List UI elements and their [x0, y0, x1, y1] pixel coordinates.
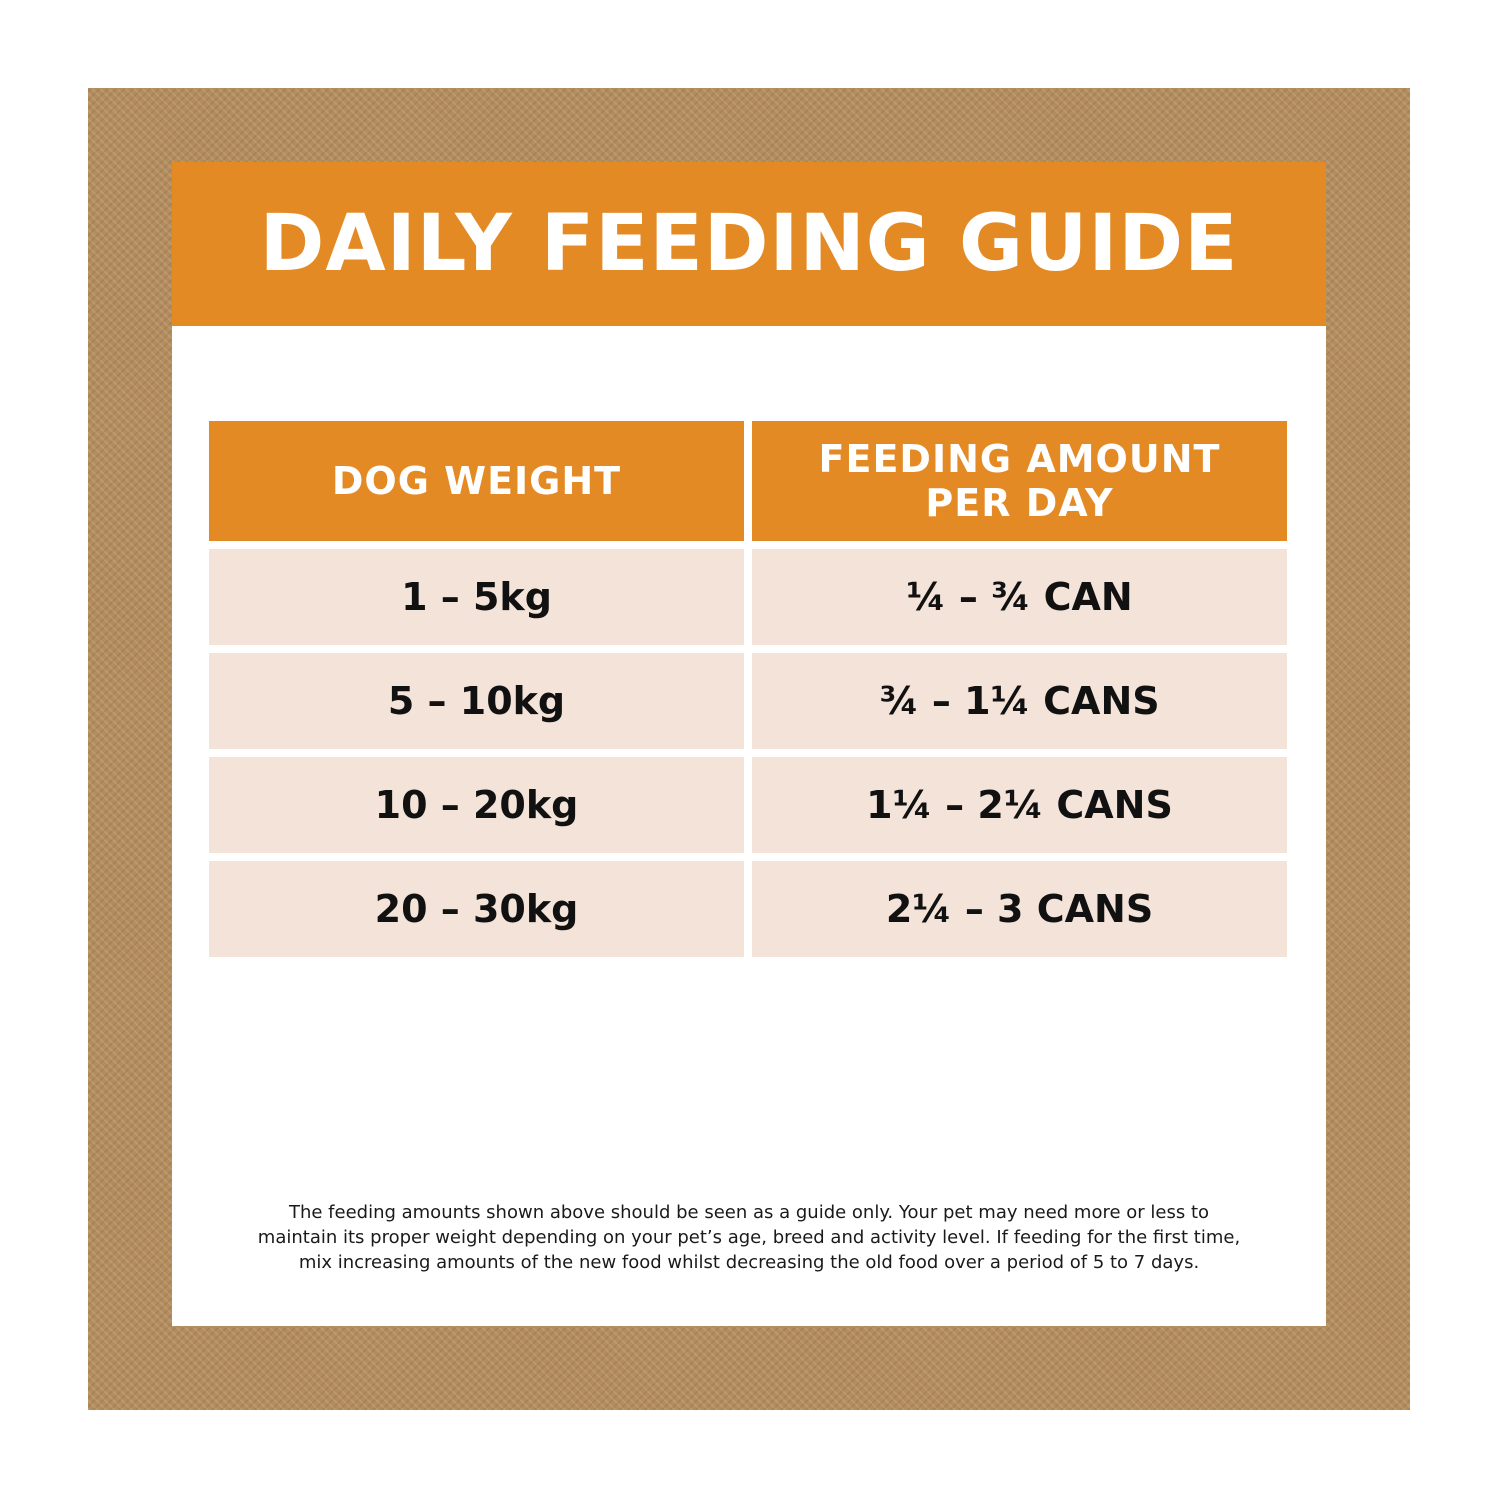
- header-feeding-amount-line2: PER DAY: [925, 481, 1114, 525]
- weight-cell: 20 – 30kg: [209, 861, 744, 957]
- table-row: 10 – 20kg 1¼ – 2¼ CANS: [209, 757, 1287, 853]
- header-feeding-amount: FEEDING AMOUNT PER DAY: [752, 421, 1287, 541]
- feeding-disclaimer: The feeding amounts shown above should b…: [202, 1200, 1296, 1275]
- disclaimer-line-3: mix increasing amounts of the new food w…: [298, 1252, 1200, 1273]
- feeding-table: DOG WEIGHT FEEDING AMOUNT PER DAY 1 – 5k…: [209, 421, 1287, 965]
- weight-cell: 5 – 10kg: [209, 653, 744, 749]
- header-feeding-amount-line1: FEEDING AMOUNT: [818, 437, 1221, 481]
- page-title: DAILY FEEDING GUIDE: [259, 199, 1239, 289]
- feeding-guide-card: DAILY FEEDING GUIDE DOG WEIGHT FEEDING A…: [172, 162, 1326, 1326]
- table-header-row: DOG WEIGHT FEEDING AMOUNT PER DAY: [209, 421, 1287, 541]
- table-row: 1 – 5kg ¼ – ¾ CAN: [209, 549, 1287, 645]
- disclaimer-line-1: The feeding amounts shown above should b…: [288, 1202, 1210, 1223]
- disclaimer-line-2: maintain its proper weight depending on …: [257, 1227, 1241, 1248]
- table-row: 5 – 10kg ¾ – 1¼ CANS: [209, 653, 1287, 749]
- weight-cell: 10 – 20kg: [209, 757, 744, 853]
- amount-cell: 1¼ – 2¼ CANS: [752, 757, 1287, 853]
- title-banner: DAILY FEEDING GUIDE: [172, 162, 1326, 326]
- amount-cell: 2¼ – 3 CANS: [752, 861, 1287, 957]
- table-row: 20 – 30kg 2¼ – 3 CANS: [209, 861, 1287, 957]
- amount-cell: ¾ – 1¼ CANS: [752, 653, 1287, 749]
- header-dog-weight: DOG WEIGHT: [209, 421, 744, 541]
- amount-cell: ¼ – ¾ CAN: [752, 549, 1287, 645]
- weight-cell: 1 – 5kg: [209, 549, 744, 645]
